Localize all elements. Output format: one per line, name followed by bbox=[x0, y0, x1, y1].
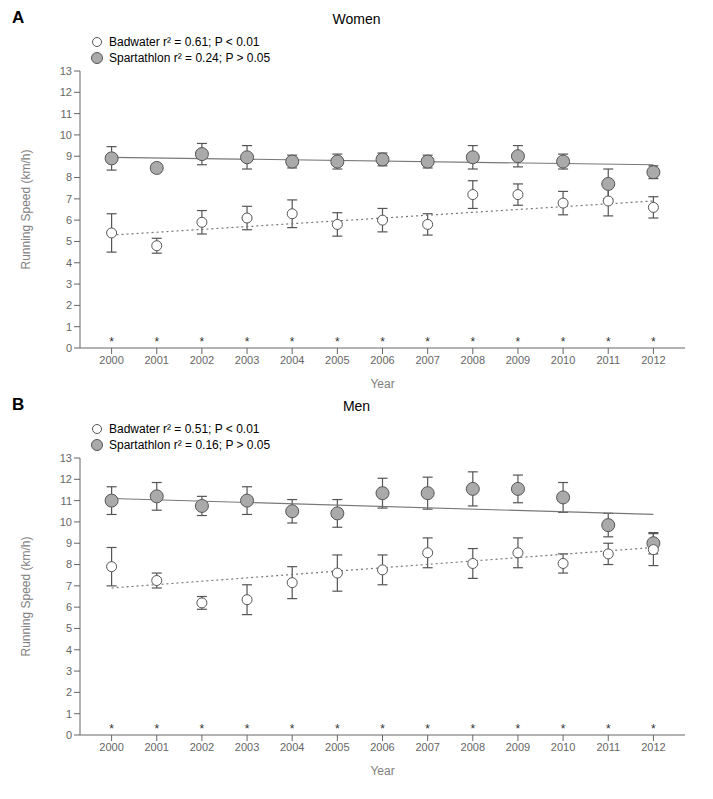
svg-text:*: * bbox=[200, 335, 205, 348]
svg-text:2006: 2006 bbox=[370, 741, 394, 753]
html-text:Badwater r² = 0.61; P < 0.01: Badwater r² = 0.61; P < 0.01 bbox=[109, 35, 260, 49]
svg-text:2002: 2002 bbox=[190, 354, 214, 366]
svg-text:*: * bbox=[335, 335, 340, 348]
svg-text:*: * bbox=[425, 722, 430, 735]
svg-text:Year: Year bbox=[370, 764, 394, 778]
svg-text:4: 4 bbox=[66, 257, 72, 269]
svg-text:*: * bbox=[154, 722, 159, 735]
svg-text:7: 7 bbox=[66, 580, 72, 592]
svg-text:*: * bbox=[516, 722, 521, 735]
svg-text:2005: 2005 bbox=[325, 741, 349, 753]
svg-text:*: * bbox=[380, 335, 385, 348]
svg-text:*: * bbox=[245, 722, 250, 735]
svg-text:*: * bbox=[561, 722, 566, 735]
svg-text:3: 3 bbox=[66, 278, 72, 290]
svg-text:2004: 2004 bbox=[280, 741, 304, 753]
svg-text:2008: 2008 bbox=[461, 354, 485, 366]
svg-text:*: * bbox=[245, 335, 250, 348]
svg-text:2007: 2007 bbox=[415, 741, 439, 753]
svg-text:4: 4 bbox=[66, 644, 72, 656]
svg-text:*: * bbox=[470, 335, 475, 348]
svg-text:*: * bbox=[516, 335, 521, 348]
svg-text:*: * bbox=[109, 722, 114, 735]
svg-text:2: 2 bbox=[66, 686, 72, 698]
svg-text:2005: 2005 bbox=[325, 354, 349, 366]
svg-text:11: 11 bbox=[61, 495, 72, 507]
svg-text:2003: 2003 bbox=[235, 741, 259, 753]
svg-text:2000: 2000 bbox=[99, 741, 123, 753]
svg-text:5: 5 bbox=[66, 235, 72, 247]
svg-text:Year: Year bbox=[370, 377, 394, 391]
svg-text:2010: 2010 bbox=[551, 354, 575, 366]
svg-text:5: 5 bbox=[66, 622, 72, 634]
svg-text:2003: 2003 bbox=[235, 354, 259, 366]
svg-text:*: * bbox=[290, 722, 295, 735]
svg-text:8: 8 bbox=[66, 558, 72, 570]
svg-text:9: 9 bbox=[66, 150, 72, 162]
svg-text:*: * bbox=[154, 335, 159, 348]
svg-text:2000: 2000 bbox=[99, 354, 123, 366]
svg-text:2010: 2010 bbox=[551, 741, 575, 753]
svg-text:2011: 2011 bbox=[596, 741, 620, 753]
html-text:A: A bbox=[12, 8, 25, 27]
svg-text:*: * bbox=[425, 335, 430, 348]
svg-text:2012: 2012 bbox=[641, 741, 665, 753]
svg-text:Running Speed (km/h): Running Speed (km/h) bbox=[19, 536, 33, 656]
html-text:Men: Men bbox=[342, 398, 371, 414]
svg-text:3: 3 bbox=[66, 665, 72, 677]
svg-text:2009: 2009 bbox=[506, 741, 530, 753]
svg-text:*: * bbox=[606, 722, 611, 735]
svg-text:1: 1 bbox=[66, 708, 72, 720]
svg-text:2009: 2009 bbox=[506, 354, 530, 366]
svg-text:2008: 2008 bbox=[461, 741, 485, 753]
svg-text:6: 6 bbox=[66, 601, 72, 613]
svg-text:*: * bbox=[380, 722, 385, 735]
svg-text:12: 12 bbox=[60, 86, 72, 98]
svg-text:6: 6 bbox=[66, 214, 72, 226]
svg-text:2007: 2007 bbox=[415, 354, 439, 366]
svg-text:*: * bbox=[561, 335, 566, 348]
svg-text:2012: 2012 bbox=[641, 354, 665, 366]
svg-text:Running Speed (km/h): Running Speed (km/h) bbox=[19, 149, 33, 269]
svg-text:0: 0 bbox=[66, 729, 72, 741]
svg-text:1: 1 bbox=[66, 321, 72, 333]
html-text:B: B bbox=[12, 395, 25, 414]
svg-text:0: 0 bbox=[66, 342, 72, 354]
svg-text:2001: 2001 bbox=[145, 741, 169, 753]
svg-text:*: * bbox=[606, 335, 611, 348]
html-text:Women: Women bbox=[332, 11, 381, 27]
svg-text:*: * bbox=[290, 335, 295, 348]
svg-text:*: * bbox=[651, 335, 656, 348]
html-text:Badwater r² = 0.51; P < 0.01: Badwater r² = 0.51; P < 0.01 bbox=[109, 422, 260, 436]
svg-text:7: 7 bbox=[66, 193, 72, 205]
html-text:Spartathlon r² = 0.24; P > 0.0: Spartathlon r² = 0.24; P > 0.05 bbox=[109, 51, 271, 65]
svg-text:12: 12 bbox=[60, 473, 72, 485]
svg-text:11: 11 bbox=[61, 108, 72, 120]
svg-text:*: * bbox=[651, 722, 656, 735]
svg-text:13: 13 bbox=[60, 65, 72, 77]
svg-text:*: * bbox=[470, 722, 475, 735]
svg-text:2011: 2011 bbox=[596, 354, 620, 366]
svg-text:2006: 2006 bbox=[370, 354, 394, 366]
svg-text:2002: 2002 bbox=[190, 741, 214, 753]
svg-text:13: 13 bbox=[60, 452, 72, 464]
svg-text:10: 10 bbox=[60, 129, 72, 141]
svg-text:2: 2 bbox=[66, 299, 72, 311]
svg-text:2004: 2004 bbox=[280, 354, 304, 366]
svg-text:*: * bbox=[109, 335, 114, 348]
svg-text:8: 8 bbox=[66, 171, 72, 183]
svg-text:*: * bbox=[335, 722, 340, 735]
svg-text:*: * bbox=[200, 722, 205, 735]
html-text:Spartathlon r² = 0.16; P > 0.0: Spartathlon r² = 0.16; P > 0.05 bbox=[109, 438, 271, 452]
svg-text:9: 9 bbox=[66, 537, 72, 549]
svg-text:2001: 2001 bbox=[145, 354, 169, 366]
svg-text:10: 10 bbox=[60, 516, 72, 528]
